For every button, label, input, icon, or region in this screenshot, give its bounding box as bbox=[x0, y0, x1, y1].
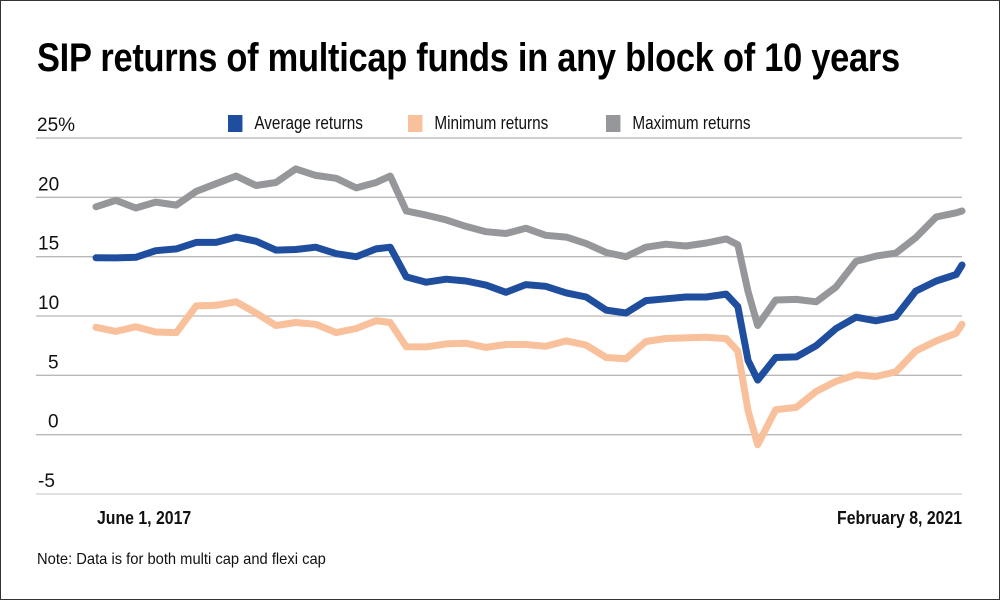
y-tick-label: -5 bbox=[38, 471, 55, 492]
legend-label: Minimum returns bbox=[434, 113, 549, 133]
y-tick-label: 20 bbox=[38, 174, 59, 195]
chart-title: SIP returns of multicap funds in any blo… bbox=[37, 36, 900, 80]
x-tick-label-end: February 8, 2021 bbox=[836, 508, 962, 528]
series-line-maximum-returns bbox=[92, 165, 966, 329]
y-tick-label: 10 bbox=[38, 293, 59, 314]
y-tick-label: 0 bbox=[48, 412, 59, 433]
y-tick-label: 15 bbox=[38, 234, 59, 255]
legend-swatch-average bbox=[228, 115, 243, 132]
legend-swatch-minimum bbox=[408, 115, 423, 132]
legend-label: Maximum returns bbox=[632, 113, 751, 133]
footnote: Note: Data is for both multi cap and fle… bbox=[37, 551, 326, 568]
legend-swatch-maximum bbox=[606, 115, 621, 132]
legend-item-maximum: Maximum returns bbox=[606, 113, 751, 134]
legend-label: Average returns bbox=[254, 113, 363, 133]
legend-item-minimum: Minimum returns bbox=[408, 113, 576, 134]
y-tick-label: 25% bbox=[37, 115, 75, 136]
series-line-average-returns bbox=[92, 233, 966, 384]
legend-item-average: Average returns bbox=[228, 113, 381, 134]
legend: Average returns Minimum returns Maximum … bbox=[228, 113, 776, 134]
series-line-minimum-returns bbox=[92, 298, 966, 449]
y-tick-label: 5 bbox=[48, 352, 59, 373]
x-tick-label-start: June 1, 2017 bbox=[97, 508, 192, 528]
